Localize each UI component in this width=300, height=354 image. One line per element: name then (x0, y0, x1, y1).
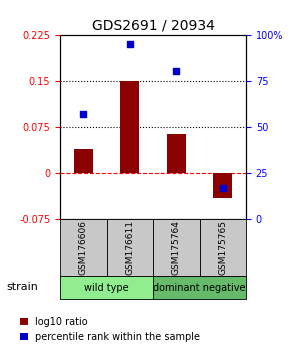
Point (128, 41, 132, 46)
Point (174, 68, 179, 74)
Bar (74, 149, 93, 173)
Text: GSM175764: GSM175764 (172, 220, 181, 275)
Text: GSM176606: GSM176606 (79, 220, 88, 275)
Text: wild type: wild type (84, 282, 129, 293)
Title: GDS2691 / 20934: GDS2691 / 20934 (92, 19, 214, 33)
Text: GSM176611: GSM176611 (125, 220, 134, 275)
Bar (106, 219, 153, 276)
Bar (121, 81, 139, 173)
Text: dominant negative: dominant negative (153, 282, 246, 293)
Bar (167, 133, 185, 173)
Bar (60, 276, 153, 299)
Bar (214, 173, 232, 198)
Bar (153, 276, 246, 299)
Point (220, 185, 225, 191)
Legend: log10 ratio, percentile rank within the sample: log10 ratio, percentile rank within the … (20, 317, 200, 342)
Point (81, 111, 86, 116)
Text: strain: strain (6, 282, 38, 292)
Bar (153, 219, 200, 276)
Text: GSM175765: GSM175765 (218, 220, 227, 275)
Bar (200, 219, 246, 276)
Bar (60, 219, 106, 276)
